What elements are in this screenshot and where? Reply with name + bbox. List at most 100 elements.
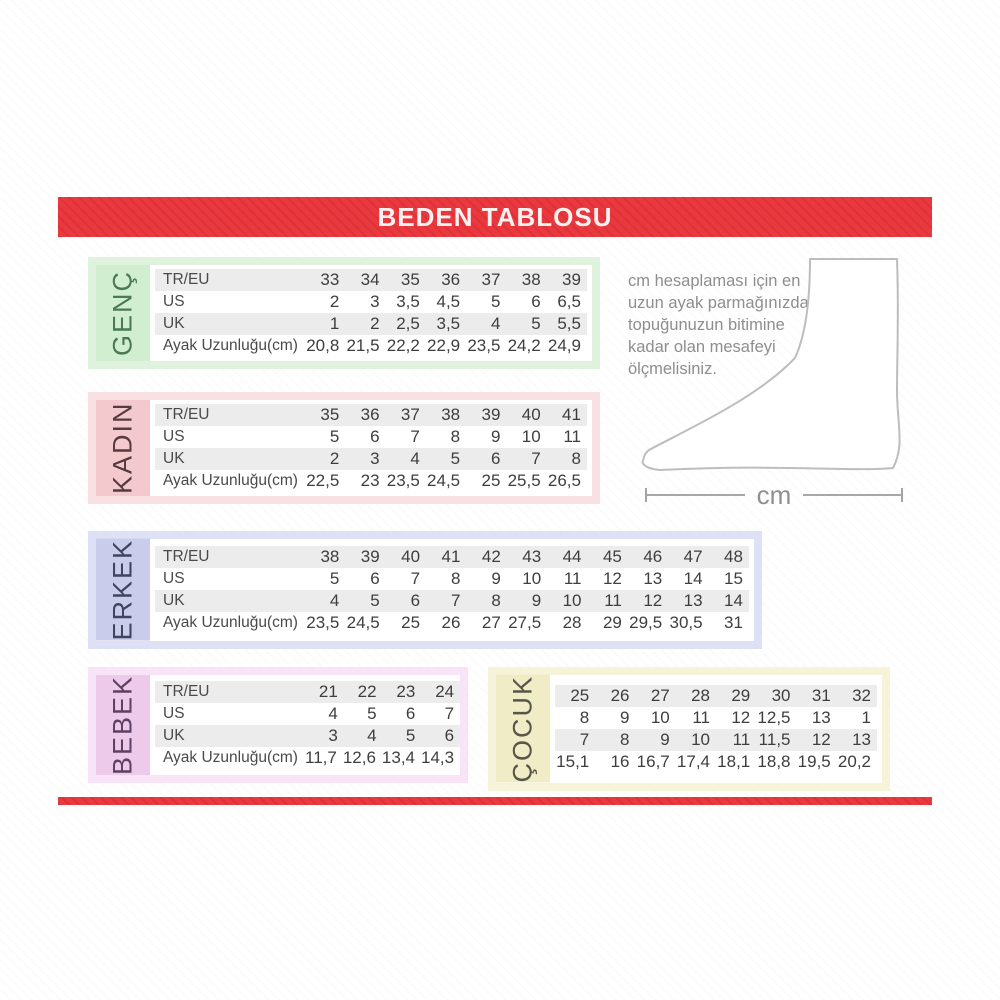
- size-value: 39: [360, 546, 380, 566]
- size-value: 12: [731, 707, 751, 727]
- size-value: 24,5: [427, 471, 461, 490]
- size-value: 6: [370, 568, 380, 588]
- row-label: Ayak Uzunluğu(cm): [163, 337, 298, 354]
- size-value: 14: [683, 568, 703, 588]
- size-value: 29: [731, 685, 751, 705]
- size-value: 11: [732, 729, 751, 749]
- size-value: 21,5: [346, 336, 380, 355]
- header-bar: BEDEN TABLOSU: [58, 197, 932, 237]
- size-value: 10: [691, 729, 710, 749]
- size-value: 6: [444, 726, 455, 746]
- size-value: 10: [521, 427, 541, 446]
- size-value: 24: [435, 682, 455, 702]
- size-value: 5: [531, 314, 541, 333]
- size-value: 5,5: [557, 314, 581, 333]
- size-value: 20,2: [837, 751, 871, 771]
- size-value: 23: [396, 682, 416, 702]
- size-value: 22,2: [386, 336, 420, 355]
- size-value: 25: [570, 685, 590, 705]
- size-row: UK 3 4 5 6: [155, 725, 461, 748]
- size-value: 26: [610, 685, 630, 705]
- size-value: 7: [450, 590, 461, 610]
- size-value: 10: [650, 707, 670, 727]
- row-label: US: [163, 569, 185, 587]
- size-value: 16: [610, 751, 630, 771]
- size-value: 5: [405, 726, 416, 746]
- size-value: 7: [444, 704, 455, 724]
- size-value: 48: [724, 546, 743, 566]
- size-row: TR/EU 35 36 37 38 39 40 41: [155, 404, 587, 426]
- row-label: UK: [163, 727, 185, 745]
- size-value: 24,5: [346, 612, 380, 632]
- size-row: UK 4 5 6 7 8 9 10 11 12 13 14: [155, 589, 749, 612]
- foot-outline-icon: [641, 258, 901, 471]
- size-value: 5: [329, 568, 340, 588]
- size-value: 23,5: [306, 612, 340, 632]
- size-value: 13,4: [381, 748, 416, 768]
- size-value: 5: [329, 427, 340, 446]
- size-value: 6: [405, 704, 416, 724]
- size-value: 39: [562, 270, 581, 289]
- row-label: UK: [163, 315, 185, 332]
- size-value: 38: [441, 405, 461, 424]
- measure-tick-left: [645, 488, 647, 502]
- size-row: UK 1 2 2,5 3,5 4 5 5,5: [155, 313, 587, 335]
- size-value: 32: [852, 685, 871, 705]
- size-value: 10: [522, 568, 542, 588]
- category-label-kadin: KADIN: [96, 400, 150, 496]
- size-row: TR/EU 33 34 35 36 37 38 39: [155, 269, 587, 291]
- size-value: 9: [490, 427, 501, 446]
- size-value: 1: [329, 314, 340, 333]
- size-value: 26: [441, 612, 461, 632]
- size-value: 3: [370, 292, 380, 311]
- size-value: 38: [521, 270, 541, 289]
- size-value: 27: [481, 612, 501, 632]
- size-row: TR/EU 21 22 23 24: [155, 681, 461, 704]
- category-label-bebek: BEBEK: [96, 675, 150, 776]
- size-value: 2,5: [396, 314, 420, 333]
- row-label: US: [163, 428, 185, 445]
- size-table-genc: GENÇ TR/EU 33 34 35 36 37 38 39 US 2 3 3,5 4,5 5 6 6,5 U…: [88, 257, 600, 369]
- instruction-line: topuğunuzun bitimine: [628, 316, 785, 334]
- size-value: 35: [320, 405, 340, 424]
- size-table-cocuk: ÇOCUK 25 26 27 28 29 30 31 32 8 9 10 11 12 12,5 13 1 7 8 9…: [488, 667, 890, 791]
- instruction-line: uzun ayak parmağınızdan: [628, 294, 818, 312]
- size-value: 38: [320, 546, 340, 566]
- size-value: 22,9: [427, 336, 461, 355]
- size-value: 37: [400, 405, 420, 424]
- size-value: 14,3: [421, 748, 455, 768]
- size-value: 8: [620, 729, 630, 749]
- size-value: 28: [562, 612, 582, 632]
- size-value: 25: [481, 471, 501, 490]
- size-value: 31: [724, 612, 743, 632]
- size-value: 18,1: [717, 751, 751, 771]
- size-value: 46: [643, 546, 663, 566]
- size-value: 23,5: [467, 336, 501, 355]
- size-value: 23: [360, 471, 380, 490]
- size-table-kadin: KADIN TR/EU 35 36 37 38 39 40 41 US 5 6 7 8 9 10 11 UK 2 3…: [88, 392, 600, 504]
- size-value: 35: [400, 270, 420, 289]
- row-label: TR/EU: [163, 683, 210, 701]
- size-value: 25: [401, 612, 421, 632]
- row-label: TR/EU: [163, 271, 210, 288]
- size-row: US 2 3 3,5 4,5 5 6 6,5: [155, 291, 587, 313]
- size-value: 12,6: [342, 748, 376, 768]
- size-grid-erkek: TR/EU 38 39 40 41 42 43 44 45 46 47 48 US 5 6 7 8 9 10 11 12…: [150, 539, 754, 641]
- size-value: 43: [522, 546, 542, 566]
- size-grid-cocuk: 25 26 27 28 29 30 31 32 8 9 10 11 12 12,5 13 1 7 8 9 10 11 11…: [550, 675, 882, 783]
- size-value: 12: [643, 590, 663, 610]
- size-value: 22,5: [306, 471, 340, 490]
- size-row: TR/EU 38 39 40 41 42 43 44 45 46 47 48: [155, 545, 749, 568]
- size-value: 1: [861, 707, 871, 727]
- size-row: 7 8 9 10 11 11,5 12 13: [555, 728, 877, 751]
- row-label: UK: [163, 591, 185, 609]
- size-value: 11: [692, 707, 710, 727]
- size-value: 4: [490, 314, 501, 333]
- size-value: 3,5: [436, 314, 461, 333]
- size-value: 13: [683, 590, 703, 610]
- size-value: 25,5: [507, 471, 541, 490]
- size-value: 31: [811, 685, 831, 705]
- row-label: TR/EU: [163, 547, 210, 565]
- size-value: 17,4: [676, 751, 710, 771]
- foot-diagram: [635, 240, 915, 480]
